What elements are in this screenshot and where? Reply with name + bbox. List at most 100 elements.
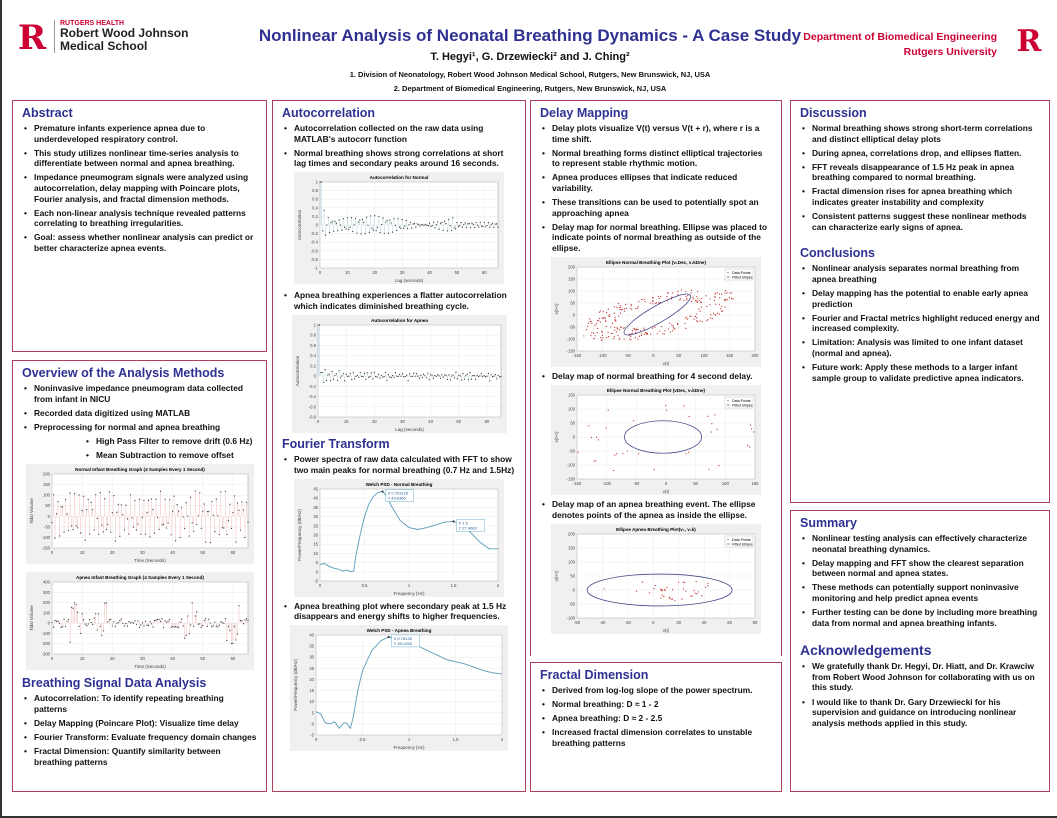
data-point: [715, 314, 717, 316]
y-tick-label: -100: [567, 337, 576, 342]
stem-point: [170, 626, 172, 629]
data-point: [620, 326, 622, 328]
data-point: [593, 332, 595, 334]
bullet-item: Future work: Apply these methods to a la…: [800, 362, 1040, 383]
data-point: [666, 586, 668, 588]
stem-point: [245, 618, 247, 620]
stem-point: [370, 372, 372, 374]
stem-point: [99, 625, 101, 627]
stem-point: [240, 501, 243, 503]
y-tick-label: -200: [41, 641, 50, 646]
data-point: [601, 339, 603, 341]
y-tick-label: 0: [573, 435, 576, 440]
data-point: [697, 321, 699, 323]
stem-point: [420, 224, 422, 226]
data-point: [661, 589, 663, 592]
y-tick-label: 150: [568, 545, 576, 550]
stem-point: [442, 376, 444, 378]
data-point: [729, 292, 731, 294]
overview-list: Noninvasive impedance pneumogram data co…: [22, 383, 257, 432]
data-point: [601, 331, 603, 333]
stem-point: [173, 626, 175, 628]
data-point: [690, 595, 692, 597]
stem-point: [221, 527, 223, 529]
chart-svg: Normal Infant Breathing Graph (4 Samples…: [29, 467, 249, 563]
stem-point: [91, 623, 93, 626]
data-point: [650, 333, 652, 335]
stem-point: [352, 231, 354, 233]
stem-point: [408, 373, 410, 375]
overview-heading: Overview of the Analysis Methods: [22, 366, 225, 380]
stem-point: [93, 617, 95, 619]
data-point: [690, 315, 692, 317]
data-point: [643, 327, 645, 329]
stem-point: [127, 533, 129, 535]
x-tick-label: 0: [319, 270, 322, 275]
stem-point: [360, 233, 362, 235]
x-tick-label: 20: [676, 620, 681, 625]
plot-area: [317, 324, 501, 418]
bullet-item: Normal breathing shows strong correlatio…: [282, 148, 516, 169]
stem-point: [476, 225, 479, 227]
ellipse-apnea-chart: Ellipse Apnea Breathing Plot(v₁, v₁k) v(t…: [551, 523, 761, 634]
stem-point: [157, 528, 160, 531]
data-point: [607, 331, 609, 333]
data-point: [690, 292, 692, 294]
stem-point: [456, 222, 458, 224]
stem-point: [421, 377, 423, 379]
stem-point: [453, 377, 455, 379]
abstract-heading: Abstract: [22, 106, 73, 120]
stem-point: [416, 223, 418, 225]
data-point: [637, 453, 640, 455]
bullet-item: These transitions can be used to potenti…: [540, 197, 772, 218]
y-tick-label: 45: [313, 486, 318, 491]
x-tick-label: 100: [722, 481, 730, 486]
data-point: [600, 310, 602, 312]
delay-list: Delay plots visualize V(t) versus V(t + …: [540, 123, 772, 254]
y-axis-label: Autocorrelation: [297, 210, 302, 241]
stem-point: [176, 626, 178, 628]
stem-point: [319, 371, 321, 374]
stem-point: [151, 626, 154, 628]
stem-point: [471, 375, 473, 377]
stem-point: [382, 217, 384, 219]
stem-point: [332, 378, 334, 380]
stem-point: [422, 373, 424, 375]
data-point: [631, 308, 633, 310]
x-tick-label: 40: [428, 419, 433, 424]
stem-point: [188, 633, 190, 635]
data-point: [699, 301, 701, 303]
data-point: [637, 338, 639, 340]
y-tick-label: 1: [313, 323, 316, 328]
data-point: [598, 317, 600, 320]
x-tick-label: 50: [200, 550, 205, 555]
stem-point: [177, 627, 179, 629]
stem-point: [177, 510, 179, 512]
stem-point: [64, 626, 66, 628]
x-axis-label: v(t): [663, 361, 670, 366]
autocorrelation-panel: Autocorrelation Autocorrelation collecte…: [272, 100, 526, 792]
x-tick-label: 2: [501, 737, 504, 742]
data-point: [606, 337, 608, 339]
stem-point: [224, 490, 226, 492]
data-point: [605, 325, 607, 327]
data-point: [680, 289, 683, 291]
overview-sublist: High Pass Filter to remove drift (0.6 Hz…: [22, 436, 257, 461]
stem-point: [138, 626, 140, 629]
stem-point: [198, 492, 200, 494]
stem-point: [76, 611, 78, 613]
data-point: [630, 339, 632, 341]
stem-point: [50, 622, 53, 624]
x-tick-label: 60: [230, 656, 235, 661]
fourier-list-2: Apnea breathing plot where secondary pea…: [282, 601, 516, 622]
delay-list-2: Delay map of normal breathing for 4 seco…: [540, 371, 772, 382]
stem-point: [94, 612, 96, 615]
stem-point: [470, 378, 472, 380]
data-point: [635, 307, 637, 309]
y-tick-label: 30: [309, 655, 314, 660]
stem-point: [221, 622, 223, 624]
legend-label: Data Points: [732, 271, 751, 275]
data-point: [700, 306, 702, 308]
x-tick-label: 10: [345, 270, 350, 275]
data-point: [603, 317, 605, 319]
